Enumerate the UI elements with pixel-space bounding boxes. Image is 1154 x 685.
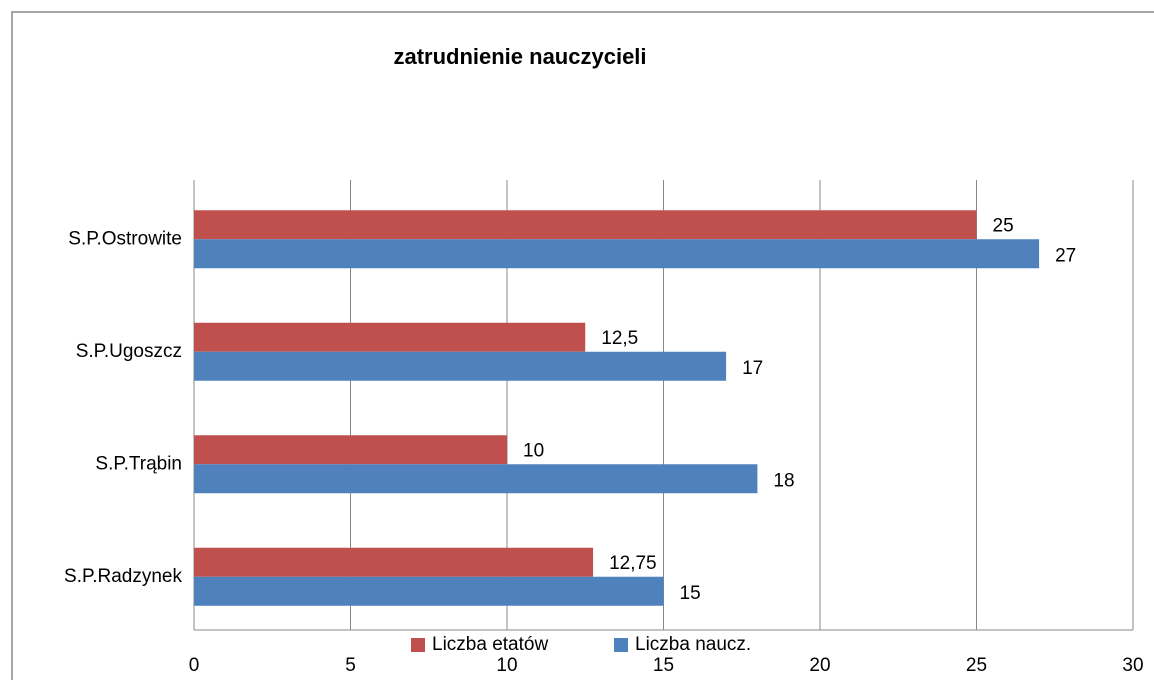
legend-label: Liczba etatów [432,634,548,655]
x-tick-label: 10 [496,655,517,676]
y-tick-label: S.P.Trąbin [95,453,182,474]
y-tick-label: S.P.Ostrowite [68,228,182,249]
bar [194,547,594,577]
bar [194,464,758,494]
legend-swatch [614,638,628,652]
legend-swatch [411,638,425,652]
legend-label: Liczba naucz. [635,634,751,655]
y-tick-label: S.P.Ugoszcz [76,341,182,362]
x-tick-label: 20 [809,655,830,676]
chart-title: zatrudnienie nauczycieli [393,44,646,69]
x-tick-label: 5 [345,655,356,676]
data-label: 12,5 [601,328,638,349]
x-tick-label: 25 [966,655,987,676]
bar [194,239,1040,269]
data-label: 18 [773,470,794,491]
data-label: 17 [742,358,763,379]
bar [194,322,586,352]
data-label: 15 [680,583,701,604]
bar [194,210,977,240]
bar [194,435,507,465]
data-label: 27 [1055,245,1076,266]
x-tick-label: 30 [1122,655,1143,676]
data-label: 10 [523,440,544,461]
data-label: 25 [993,215,1014,236]
data-label: 12,75 [609,553,657,574]
y-tick-label: S.P.Radzynek [64,566,182,587]
bar [194,576,664,606]
bar [194,351,727,381]
x-tick-label: 0 [189,655,200,676]
x-tick-label: 15 [653,655,674,676]
